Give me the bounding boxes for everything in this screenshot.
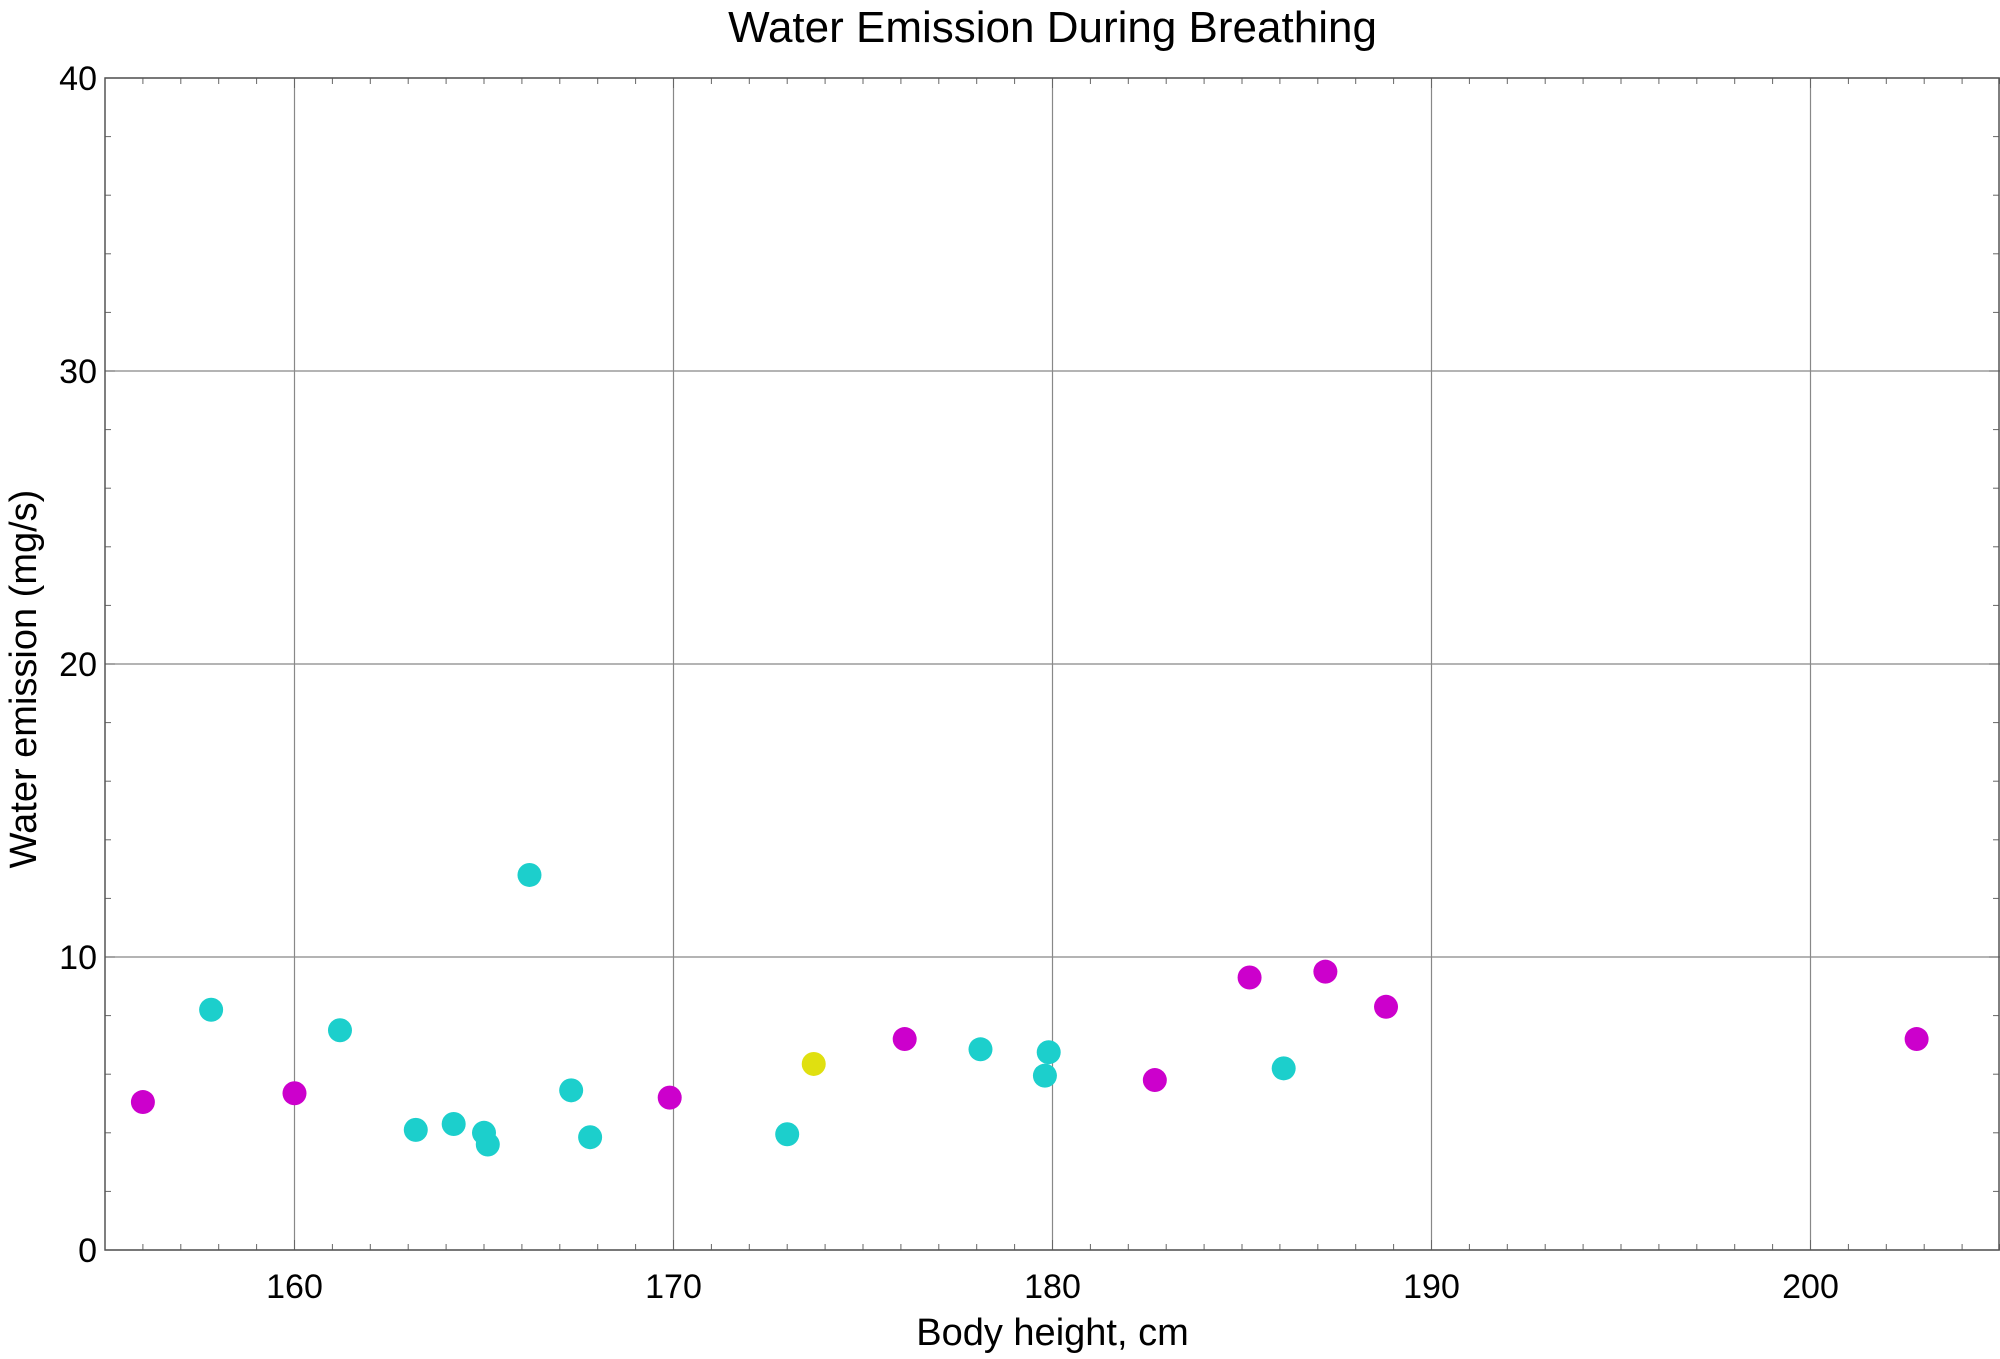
data-point <box>130 1090 155 1115</box>
y-tick-label: 10 <box>59 939 97 977</box>
data-point <box>892 1027 917 1052</box>
data-point <box>441 1112 466 1137</box>
plot-frame <box>104 77 2000 1251</box>
data-point <box>403 1117 428 1142</box>
y-tick-label: 30 <box>59 353 97 391</box>
chart-title: Water Emission During Breathing <box>728 3 1377 52</box>
data-point <box>775 1122 800 1147</box>
y-axis-label: Water emission (mg/s) <box>3 490 45 869</box>
x-tick-label: 190 <box>1403 1268 1460 1306</box>
minor-ticks <box>104 77 2000 1251</box>
data-point <box>801 1051 826 1076</box>
data-point <box>517 862 542 887</box>
x-tick-label: 180 <box>1024 1268 1081 1306</box>
tick-labels: 160 170 180 190 200 0 10 20 30 40 <box>59 60 1839 1306</box>
y-tick-label: 0 <box>78 1232 97 1270</box>
x-axis-label: Body height, cm <box>916 1312 1188 1354</box>
data-point <box>657 1085 682 1110</box>
data-points <box>130 862 1929 1157</box>
data-point <box>578 1125 603 1150</box>
data-point <box>1904 1027 1929 1052</box>
data-point <box>1142 1068 1167 1093</box>
data-point <box>282 1081 307 1106</box>
x-tick-label: 200 <box>1782 1268 1839 1306</box>
data-point <box>327 1018 352 1043</box>
data-point <box>199 997 224 1022</box>
data-point <box>1036 1040 1061 1065</box>
x-tick-label: 160 <box>266 1268 323 1306</box>
x-tick-label: 170 <box>645 1268 702 1306</box>
y-tick-label: 20 <box>59 646 97 684</box>
data-point <box>1374 994 1399 1019</box>
data-point <box>1032 1063 1057 1088</box>
data-point <box>1237 965 1262 990</box>
data-point <box>475 1132 500 1157</box>
y-tick-label: 40 <box>59 60 97 98</box>
data-point <box>1313 959 1338 984</box>
data-point <box>968 1037 993 1062</box>
data-point <box>1271 1056 1296 1081</box>
data-point <box>559 1078 584 1103</box>
